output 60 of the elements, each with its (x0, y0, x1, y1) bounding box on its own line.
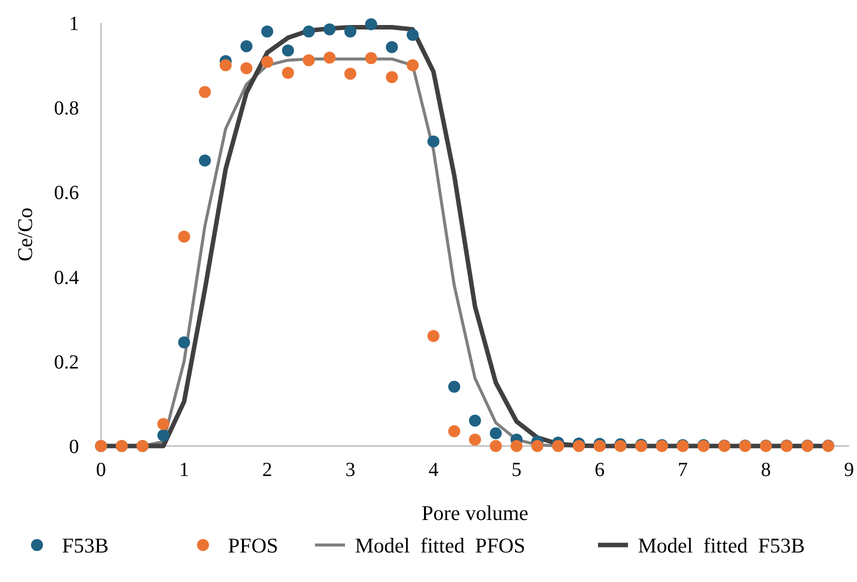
point (531, 440, 544, 452)
point (490, 440, 502, 452)
legend-label: PFOS (228, 533, 278, 558)
point (240, 40, 252, 52)
point (448, 380, 460, 393)
point (282, 66, 294, 79)
y-tick-label: 0 (69, 436, 79, 458)
point (178, 336, 190, 348)
x-axis-title: Pore volume (422, 501, 528, 525)
y-tick-label: 0.4 (54, 266, 79, 289)
point (198, 86, 211, 98)
point (324, 23, 336, 36)
point (469, 434, 481, 446)
point (406, 28, 419, 41)
point (282, 44, 294, 56)
point (427, 135, 440, 148)
point (386, 41, 398, 54)
point (386, 71, 398, 84)
point (261, 56, 274, 68)
y-axis-title: Ce/Co (13, 208, 37, 262)
x-tick-label: 9 (844, 459, 854, 481)
point (178, 230, 190, 243)
point (365, 52, 378, 64)
x-tick-label: 8 (760, 459, 771, 481)
x-tick-label: 7 (678, 459, 688, 481)
point (510, 440, 523, 452)
point (594, 440, 606, 452)
legend-label: Model fitted F53B (638, 533, 805, 558)
point (302, 54, 315, 66)
point (157, 418, 170, 430)
point (427, 330, 440, 342)
x-tick-label: 4 (428, 459, 438, 481)
point (552, 440, 564, 452)
point (302, 25, 315, 38)
y-tick-label: 1 (69, 13, 79, 35)
y-tick-label: 0.2 (54, 351, 79, 374)
point (324, 52, 336, 64)
point (469, 414, 481, 427)
x-tick-label: 1 (179, 459, 190, 481)
point (406, 59, 419, 72)
point (344, 68, 356, 80)
x-tick-label: 5 (512, 459, 522, 481)
y-tick-label: 0.8 (54, 98, 79, 120)
legend-label: F53B (62, 533, 109, 558)
point (365, 18, 378, 30)
x-tick-label: 2 (262, 459, 272, 481)
x-tick-label: 6 (594, 459, 605, 481)
point (261, 25, 274, 38)
point (157, 429, 170, 442)
point (198, 154, 211, 166)
point (240, 62, 252, 74)
point (490, 427, 502, 440)
point (344, 25, 356, 38)
point (572, 440, 585, 452)
x-tick-label: 0 (96, 459, 106, 481)
point (220, 59, 232, 72)
legend-label: Model fitted PFOS (355, 533, 526, 558)
x-tick-label: 3 (345, 459, 356, 481)
point (448, 425, 460, 438)
y-tick-label: 0.6 (54, 182, 79, 204)
